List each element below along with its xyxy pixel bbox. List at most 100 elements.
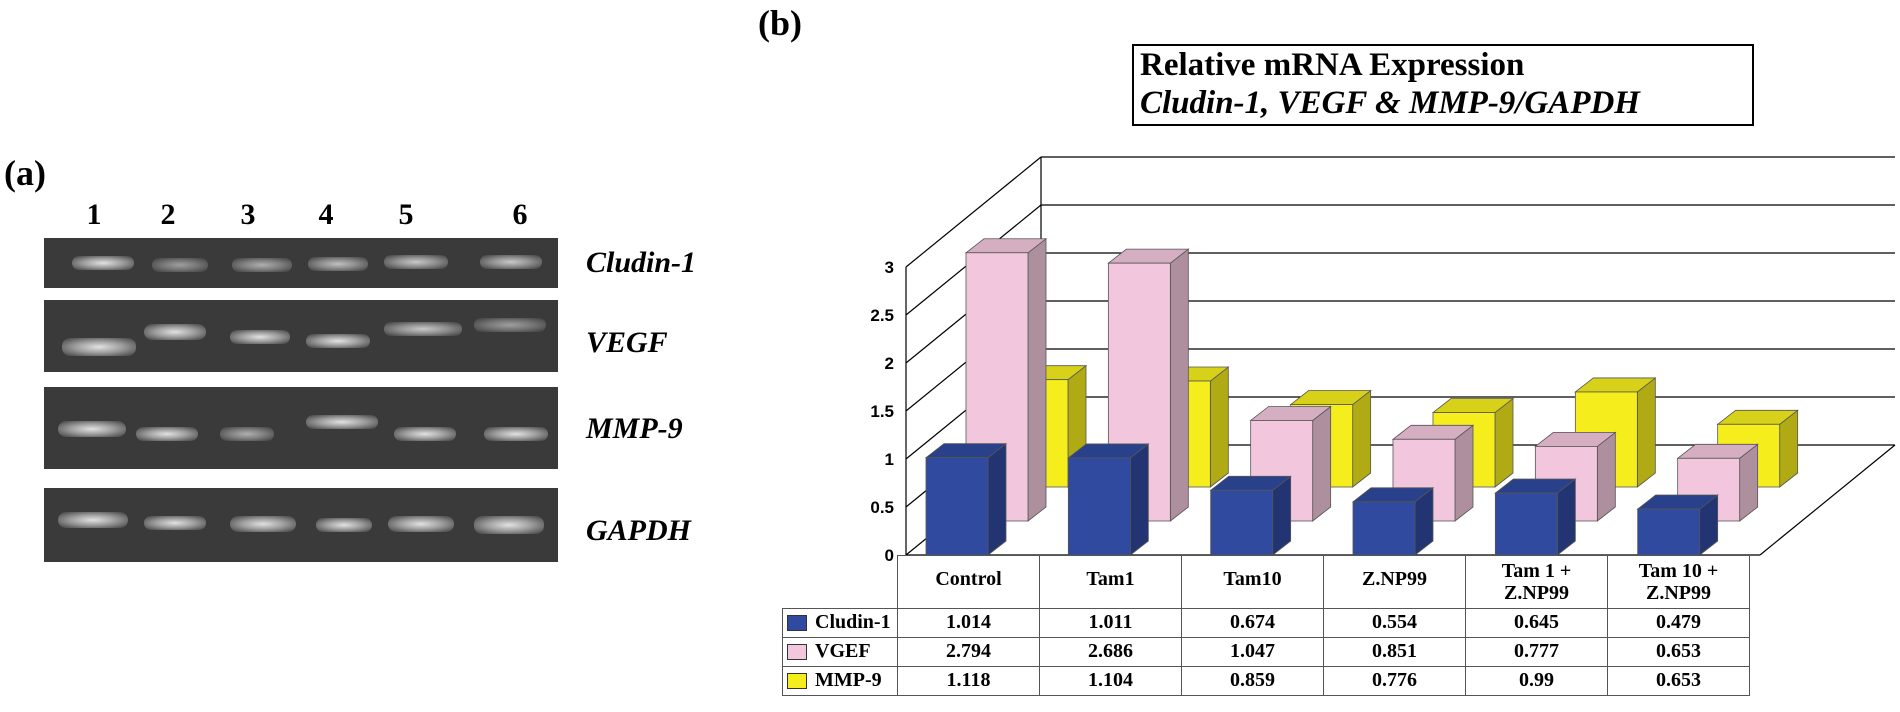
- legend-label: VGEF: [815, 640, 871, 662]
- bar-side: [1129, 443, 1149, 556]
- gel-band: [384, 255, 448, 269]
- chart-title: Relative mRNA Expression: [1140, 47, 1525, 83]
- gel-band: [58, 512, 128, 528]
- table-cell: 2.686: [1039, 636, 1182, 667]
- legend-entry: Cludin-1: [782, 607, 898, 638]
- bar-side: [1312, 405, 1332, 522]
- bar-side: [1169, 248, 1189, 522]
- bar-side: [1494, 397, 1514, 488]
- table-cell: 1.104: [1039, 665, 1182, 696]
- bar-side: [1596, 431, 1616, 522]
- y-tick-label: 1: [885, 450, 894, 469]
- gel-band: [72, 256, 134, 270]
- bar-cludin-1: [1351, 486, 1435, 556]
- table-cell: 0.479: [1607, 607, 1750, 638]
- gene-label-cludin: Cludin-1: [586, 246, 697, 279]
- chart-title-box: Relative mRNA Expression Cludin-1, VEGF …: [1132, 44, 1754, 126]
- gel-band: [484, 427, 548, 441]
- table-cell: 1.047: [1181, 636, 1324, 667]
- table-cell: 0.99: [1465, 665, 1608, 696]
- gel-band: [152, 258, 208, 272]
- table-cell: 1.014: [897, 607, 1040, 638]
- gene-label-vegf: VEGF: [586, 326, 668, 359]
- legend-label: Cludin-1: [815, 611, 891, 633]
- y-tick-label: 0.5: [870, 498, 894, 517]
- gel-band: [316, 518, 372, 532]
- bars-layer: [924, 237, 1799, 556]
- lane-number: 1: [86, 198, 102, 231]
- bar-cludin-1: [1209, 475, 1292, 556]
- table-cell: 0.777: [1465, 636, 1608, 667]
- chart-subtitle: Cludin-1, VEGF & MMP-9/GAPDH: [1140, 85, 1640, 121]
- gel-band: [384, 322, 462, 336]
- legend-entry: MMP-9: [782, 665, 898, 696]
- grid-line: [905, 156, 1042, 268]
- table-cell: 0.674: [1181, 607, 1324, 638]
- lane-number: 2: [160, 198, 176, 231]
- gel-band: [230, 516, 296, 532]
- bar-front: [1067, 457, 1131, 556]
- gel-band: [144, 324, 206, 340]
- gel-band: [144, 516, 206, 530]
- gel-band: [306, 334, 370, 348]
- lane-number: 6: [512, 198, 528, 231]
- gel-strip-mmp9: [44, 387, 558, 469]
- legend-swatch: [787, 615, 807, 632]
- gel-band: [58, 421, 126, 437]
- gel-band: [474, 516, 544, 534]
- gel-band: [480, 255, 542, 269]
- table-cell: 0.859: [1181, 665, 1324, 696]
- table-cell: 0.653: [1607, 636, 1750, 667]
- legend-label: MMP-9: [815, 669, 882, 691]
- gel-strip-cludin: [44, 238, 558, 288]
- table-cell: 2.794: [897, 636, 1040, 667]
- gel-band: [474, 318, 546, 332]
- table-cell: 0.645: [1465, 607, 1608, 638]
- legend-swatch: [787, 673, 807, 690]
- bar-front: [925, 457, 989, 556]
- gel-band: [220, 427, 274, 441]
- gene-label-mmp9: MMP-9: [586, 412, 683, 445]
- bar-side: [1352, 389, 1372, 488]
- bar-cludin-1: [1067, 443, 1150, 556]
- gel-strip-gapdh: [44, 488, 558, 562]
- y-tick-label: 1.5: [870, 402, 894, 421]
- bar-side: [1636, 377, 1656, 488]
- bar-side: [1027, 237, 1047, 522]
- gel-band: [232, 258, 292, 272]
- gel-strip-vegf: [44, 300, 558, 372]
- bar-front: [1637, 508, 1701, 556]
- bar-vgef: [1249, 405, 1332, 522]
- bar-front: [1494, 492, 1558, 556]
- gel-band: [306, 415, 378, 429]
- gene-label-gapdh: GAPDH: [586, 514, 691, 547]
- y-tick-label: 2: [885, 354, 894, 373]
- gel-band: [394, 427, 456, 441]
- bar-side: [987, 442, 1007, 556]
- panel-a-label: (a): [4, 153, 46, 193]
- panel-b-label: (b): [758, 3, 802, 43]
- bar-cludin-1: [1636, 494, 1719, 556]
- table-cell: 1.118: [897, 665, 1040, 696]
- gel-band: [62, 338, 136, 356]
- bar-cludin-1: [1494, 478, 1577, 556]
- table-row: MMP-9 1.118 1.104 0.859 0.776 0.99 0.653: [782, 665, 1750, 696]
- bar-cludin-1: [924, 442, 1008, 556]
- y-axis-ticks: 0 0.5 1 1.5 2 2.5 3: [870, 258, 894, 565]
- lane-number: 4: [318, 198, 334, 231]
- bar-side: [1209, 366, 1229, 488]
- gel-band: [388, 516, 454, 532]
- lane-number: 5: [398, 198, 414, 231]
- table-cell: 0.776: [1323, 665, 1466, 696]
- table-row: VGEF 2.794 2.686 1.047 0.851 0.777 0.653: [782, 636, 1750, 667]
- table-cell: 0.851: [1323, 636, 1466, 667]
- bar-front: [1352, 501, 1416, 556]
- legend-swatch: [787, 644, 807, 661]
- table-cell: 0.554: [1323, 607, 1466, 638]
- y-tick-label: 3: [885, 258, 894, 277]
- gel-band: [230, 330, 290, 344]
- table-row: Cludin-1 1.014 1.011 0.674 0.554 0.645 0.479: [782, 607, 1750, 638]
- bar-side: [1454, 424, 1474, 522]
- table-cell: 0.653: [1607, 665, 1750, 696]
